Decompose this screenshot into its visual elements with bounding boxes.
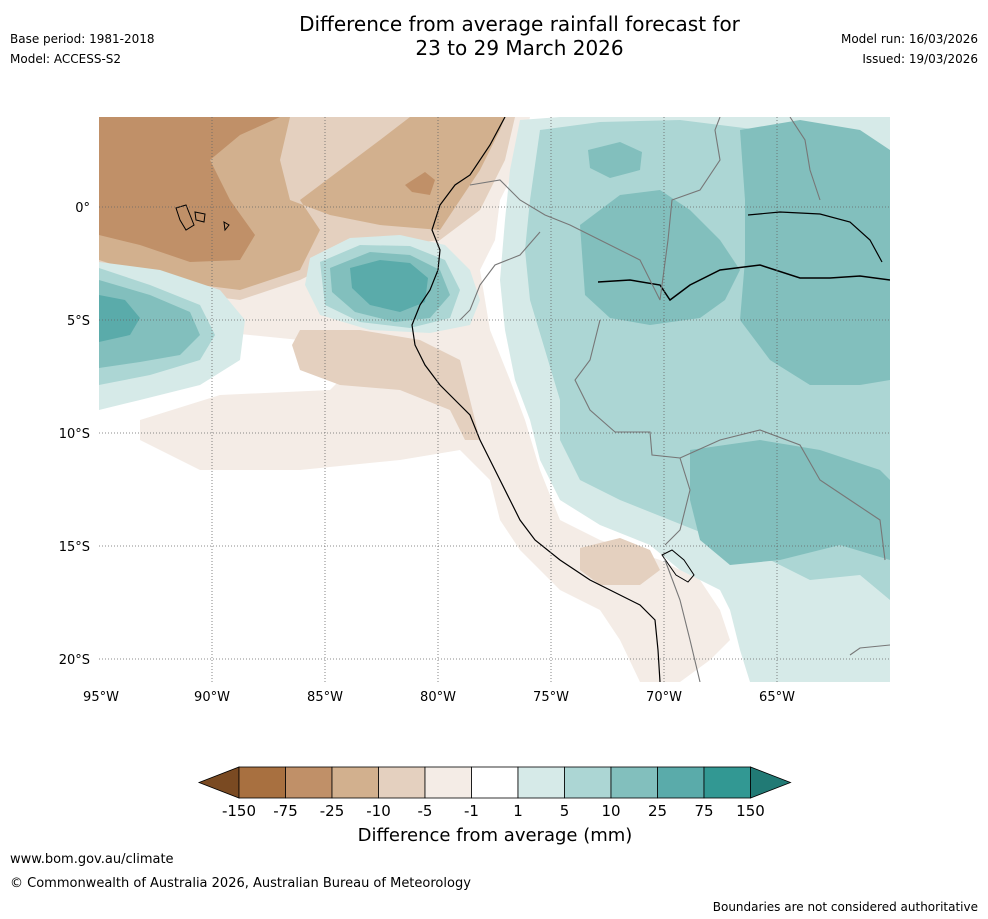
colorbar-box-6	[471, 766, 519, 799]
issued-date: Issued: 19/03/2026	[862, 52, 978, 66]
title-line-2: 23 to 29 March 2026	[415, 36, 624, 60]
colorbar-box-4	[378, 766, 426, 799]
lon-label-0: 95°W	[83, 690, 119, 705]
colorbar: -150 -75 -25 -10 -5 -1 1 5 10 25 75 150	[197, 766, 792, 820]
colorbar-box-7	[517, 766, 565, 799]
colorbar-box-9	[610, 766, 658, 799]
cb-tick-10: 75	[694, 802, 713, 820]
colorbar-arrow-high	[750, 766, 792, 799]
lat-label-3: 15°S	[59, 540, 90, 555]
wet-region-medium-south	[690, 440, 890, 565]
colorbar-arrow-low	[197, 766, 240, 799]
lat-label-4: 20°S	[59, 653, 90, 668]
lat-label-2: 10°S	[59, 427, 90, 442]
meta-right: Model run: 16/03/2026 Issued: 19/03/2026	[841, 32, 978, 67]
title-line-1: Difference from average rainfall forecas…	[299, 12, 740, 36]
colorbar-boxes	[197, 766, 792, 799]
footer-url[interactable]: www.bom.gov.au/climate	[10, 852, 174, 867]
colorbar-box-10	[657, 766, 705, 799]
cb-tick-4: -5	[418, 802, 433, 820]
cb-tick-6: 1	[513, 802, 523, 820]
cb-tick-5: -1	[464, 802, 479, 820]
lon-label-5: 70°W	[646, 690, 682, 705]
model-name: Model: ACCESS-S2	[10, 52, 122, 66]
cb-tick-7: 5	[560, 802, 570, 820]
cb-tick-3: -10	[366, 802, 391, 820]
wet-region-medium-east	[740, 120, 890, 385]
dry-region-light-3	[580, 538, 660, 585]
dry-region-dark	[99, 117, 280, 262]
footer-disclaimer: Boundaries are not considered authoritat…	[712, 900, 978, 914]
coastline	[411, 117, 661, 682]
lat-label-1: 5°S	[67, 314, 90, 329]
meta-left: Base period: 1981-2018 Model: ACCESS-S2	[10, 32, 155, 67]
lon-label-4: 75°W	[533, 690, 569, 705]
colorbar-box-2	[285, 766, 333, 799]
colorbar-box-11	[703, 766, 751, 799]
dry-region-light-2	[292, 330, 480, 440]
rainfall-map: 0° 5°S 10°S 15°S 20°S 95°W 90°W 85°W 80°…	[59, 117, 890, 705]
cb-tick-8: 10	[601, 802, 620, 820]
lat-label-0: 0°	[75, 201, 90, 216]
model-run: Model run: 16/03/2026	[840, 32, 978, 46]
colorbar-title: Difference from average (mm)	[357, 825, 633, 846]
colorbar-box-5	[424, 766, 472, 799]
cb-tick-1: -75	[273, 802, 298, 820]
graticule	[99, 117, 890, 682]
lon-label-2: 85°W	[307, 690, 343, 705]
base-period: Base period: 1981-2018	[10, 32, 155, 46]
colorbar-box-3	[331, 766, 379, 799]
galapagos-islands	[175, 204, 230, 232]
colorbar-box-8	[564, 766, 612, 799]
country-borders	[459, 117, 890, 682]
colorbar-box-1	[238, 766, 286, 799]
wet-region-medium-north	[588, 142, 642, 178]
cb-tick-11: 150	[736, 802, 765, 820]
map-fill	[99, 117, 890, 682]
wet-region-strong-gulf	[350, 260, 428, 312]
lon-label-3: 80°W	[420, 690, 456, 705]
river-north	[747, 211, 883, 263]
lon-label-1: 90°W	[194, 690, 230, 705]
wet-region-medium	[580, 190, 740, 325]
footer-copyright: © Commonwealth of Australia 2026, Austra…	[10, 876, 471, 891]
river	[597, 264, 890, 302]
wet-region-strong-west	[99, 295, 140, 342]
colorbar-ticks: -150 -75 -25 -10 -5 -1 1 5 10 25 75 150	[222, 802, 765, 820]
cb-tick-2: -25	[320, 802, 345, 820]
lake	[661, 549, 695, 583]
cb-tick-9: 25	[648, 802, 667, 820]
chart-title: Difference from average rainfall forecas…	[0, 12, 988, 60]
dry-region-dark-2	[405, 172, 435, 195]
cb-tick-0: -150	[222, 802, 256, 820]
lon-label-6: 65°W	[759, 690, 795, 705]
